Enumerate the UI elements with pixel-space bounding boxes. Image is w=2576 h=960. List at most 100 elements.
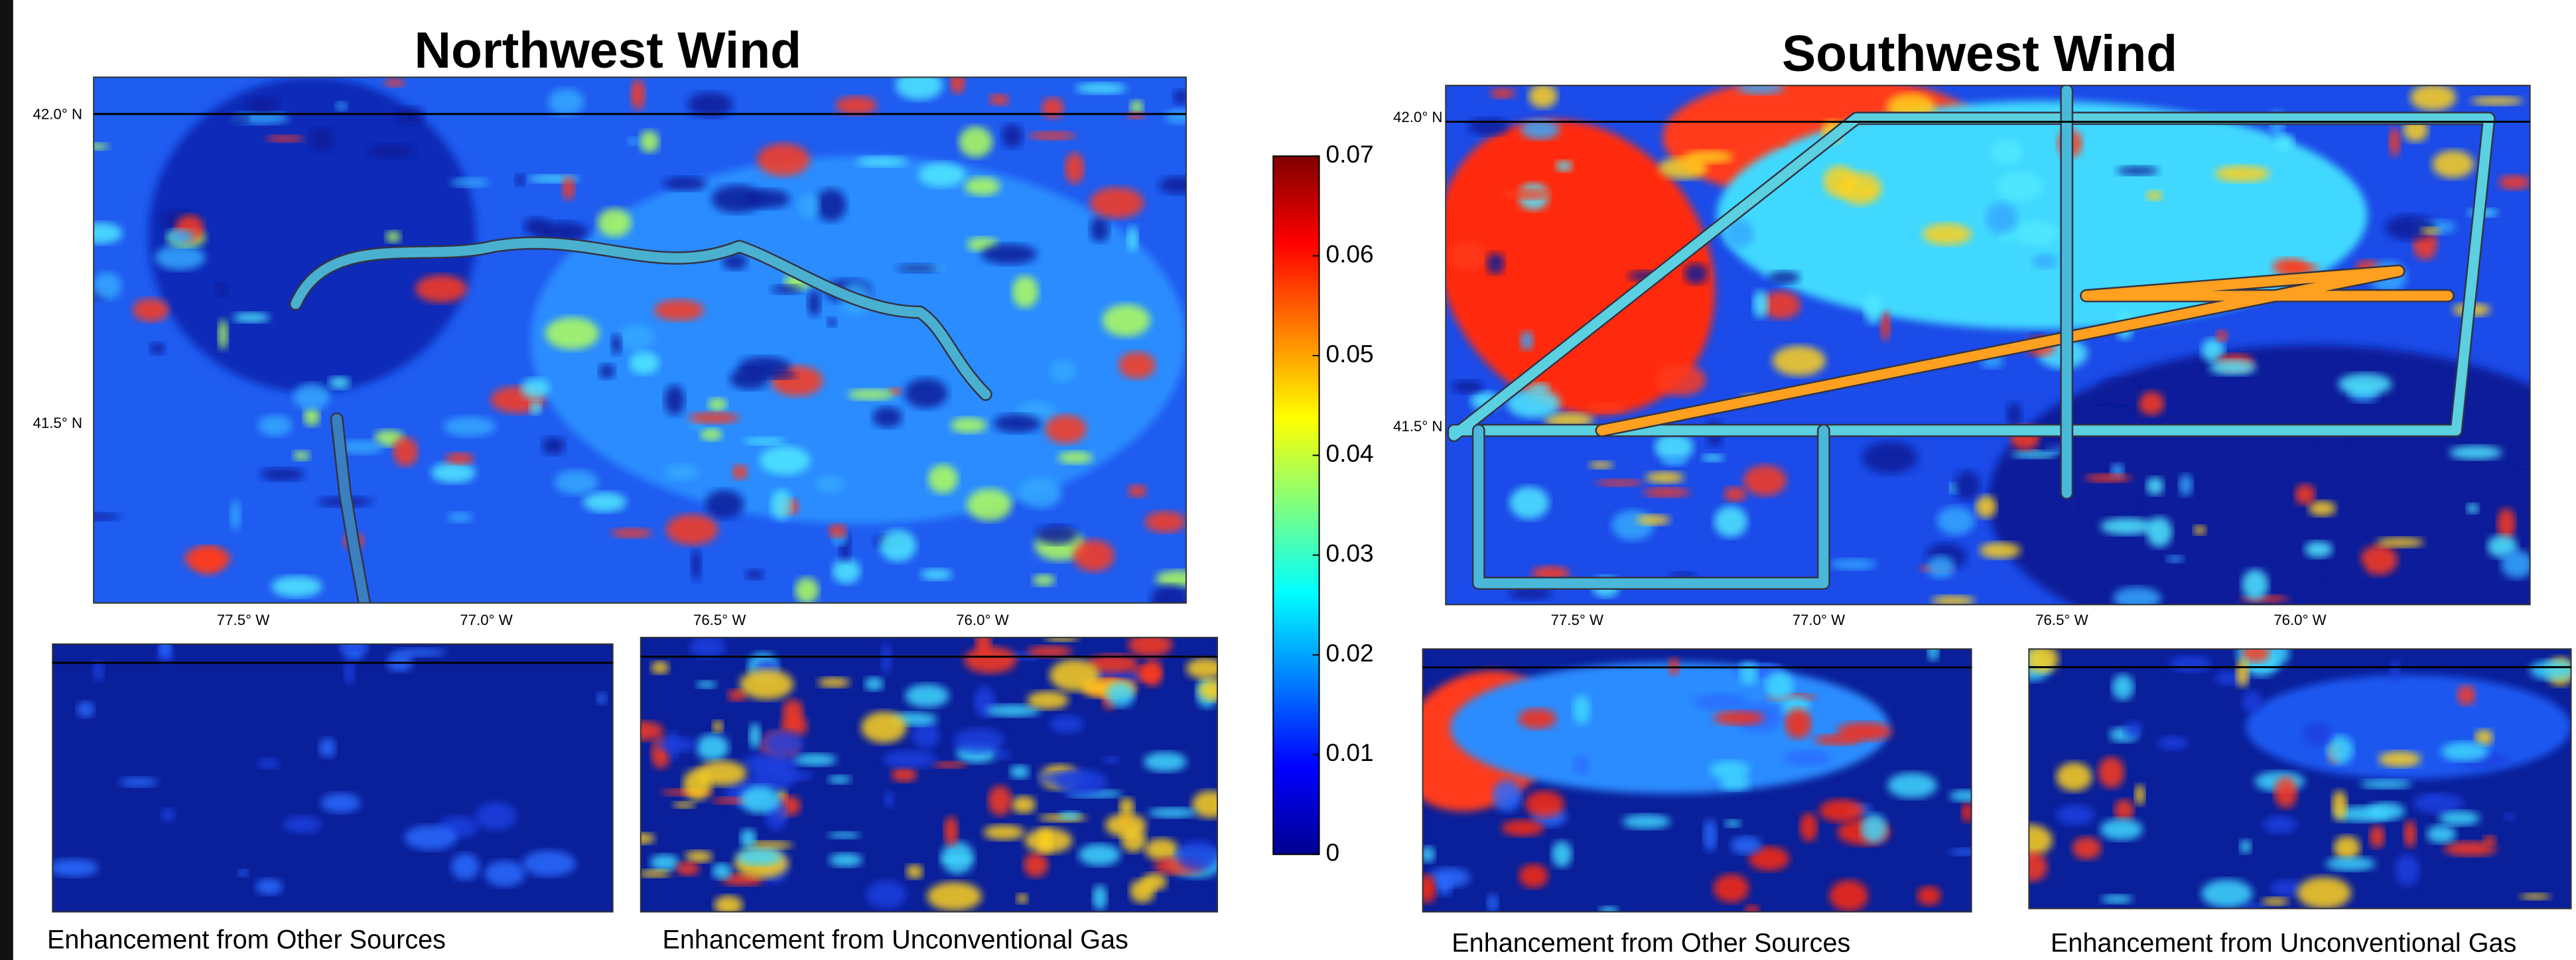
lat-label: 42.0° N <box>33 105 83 122</box>
contour-blob <box>994 414 1041 433</box>
contour-blob <box>1130 879 1155 903</box>
colorbar-tick-label: 0.05 <box>1325 340 1373 368</box>
contour-blob <box>2098 757 2125 788</box>
contour-blob <box>1059 811 1081 820</box>
contour-blob <box>928 464 958 494</box>
contour-blob <box>816 476 844 493</box>
contour-blob <box>1769 271 1800 284</box>
contour-blob <box>2427 825 2456 843</box>
contour-blob <box>931 762 967 768</box>
contour-blob <box>1012 275 1039 307</box>
contour-blob <box>848 389 895 400</box>
contour-blob <box>1783 750 1832 766</box>
contour-blob <box>829 524 847 538</box>
colorbar-tick-label: 0.01 <box>1325 738 1373 766</box>
contour-blob <box>988 786 1012 816</box>
contour-blob <box>2215 165 2270 182</box>
contour-blob <box>2262 897 2289 906</box>
colorbar-tick-label: 0.06 <box>1325 240 1373 267</box>
contour-blob <box>415 275 467 302</box>
contour-blob <box>2305 541 2333 558</box>
contour-blob <box>1186 657 1225 679</box>
lon-label: 77.0° W <box>1793 612 1845 628</box>
contour-blob <box>562 176 575 200</box>
contour-blob <box>2100 518 2153 535</box>
contour-blob <box>2326 560 2364 584</box>
contour-blob <box>1927 555 1954 578</box>
contour-blob <box>880 529 916 561</box>
contour-blob <box>1819 799 1864 822</box>
contour-blob <box>736 849 781 866</box>
contour-blob <box>906 864 923 879</box>
colorbar-tick-label: 0.07 <box>1325 140 1373 168</box>
contour-blob <box>293 450 310 460</box>
contour-blob <box>856 156 908 167</box>
contour-blob <box>77 701 94 717</box>
contour-blob <box>1714 506 1747 537</box>
contour-blob <box>944 816 958 846</box>
contour-blob <box>2117 166 2159 175</box>
contour-blob <box>529 401 542 415</box>
contour-blob <box>920 569 952 580</box>
contour-blob <box>1050 360 1075 383</box>
contour-blob <box>1573 695 1591 724</box>
map-fill <box>1380 65 2576 657</box>
contour-blob <box>1486 253 1505 275</box>
contour-blob <box>2309 501 2336 516</box>
contour-blob <box>192 547 225 575</box>
contour-blob <box>1176 840 1219 871</box>
contour-blob <box>1075 82 1126 94</box>
contour-blob <box>233 312 270 322</box>
contour-blob <box>1010 765 1030 778</box>
contour-blob <box>771 490 791 520</box>
contour-blob <box>1199 679 1229 701</box>
contour-blob <box>951 417 987 433</box>
contour-blob <box>882 750 937 768</box>
contour-blob <box>984 825 1025 840</box>
contour-blob <box>521 378 549 399</box>
lat-label: 42.0° N <box>1393 109 1443 125</box>
contour-blob <box>696 681 716 689</box>
contour-blob <box>1011 796 1036 814</box>
contour-blob <box>953 728 1005 753</box>
inset-caption: Enhancement from Other Sources <box>1452 928 1850 957</box>
contour-blob <box>705 490 744 519</box>
contour-blob <box>1659 157 1708 179</box>
contour-blob <box>1948 849 1985 856</box>
contour-blob <box>833 559 860 584</box>
contour-blob <box>238 869 249 877</box>
contour-blob <box>866 880 906 908</box>
contour-blob <box>70 513 120 521</box>
contour-blob <box>2072 837 2102 859</box>
contour-blob <box>628 137 640 146</box>
contour-blob <box>861 712 906 743</box>
map-fill <box>2005 637 2576 910</box>
contour-blob <box>2376 537 2424 547</box>
contour-blob <box>2432 151 2474 178</box>
contour-blob <box>2242 569 2268 600</box>
contour-blob <box>685 851 712 862</box>
contour-blob <box>740 669 793 699</box>
contour-blob <box>1589 461 1613 469</box>
inset-caption: Enhancement from Unconventional Gas <box>2051 928 2516 957</box>
contour-blob <box>1090 216 1109 242</box>
contour-blob <box>2274 777 2297 808</box>
contour-blob <box>2101 894 2133 904</box>
contour-blob <box>1452 380 1483 393</box>
contour-blob <box>445 452 474 464</box>
lat-label: 41.5° N <box>33 415 83 431</box>
contour-map <box>620 626 1229 915</box>
contour-blob <box>665 464 699 480</box>
contour-blob <box>1724 819 1741 827</box>
contour-blob <box>640 130 659 153</box>
contour-blob <box>2166 555 2184 563</box>
figure: Northwest Wind42.0° N41.5° N77.5° W77.0°… <box>0 0 2576 960</box>
contour-blob <box>257 758 280 769</box>
contour-blob <box>763 730 804 756</box>
contour-map <box>2005 637 2576 910</box>
contour-blob <box>1739 661 1757 685</box>
lat-label: 41.5° N <box>1393 418 1443 435</box>
contour-blob <box>807 289 821 316</box>
contour-blob <box>542 437 565 454</box>
contour-blob <box>598 208 632 237</box>
